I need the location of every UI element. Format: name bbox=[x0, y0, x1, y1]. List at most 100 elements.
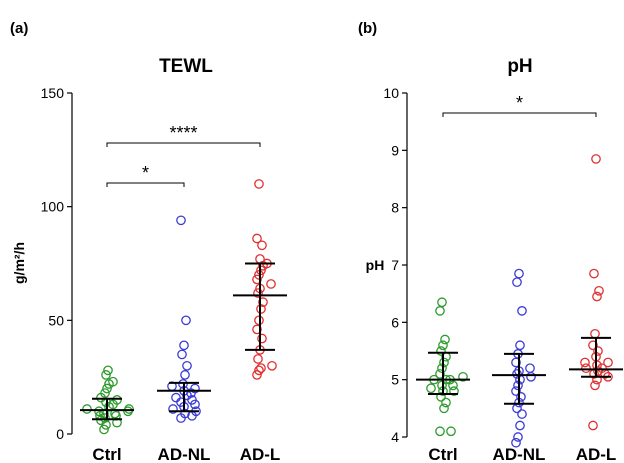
data-point bbox=[252, 324, 262, 335]
data-point bbox=[512, 277, 522, 288]
data-point bbox=[171, 392, 181, 403]
data-point bbox=[511, 386, 521, 396]
data-point bbox=[124, 404, 134, 414]
data-point bbox=[441, 397, 451, 408]
data-point bbox=[515, 340, 525, 351]
panel-b-tick-labels: 4 5 6 7 8 9 10 bbox=[383, 85, 399, 445]
data-point bbox=[257, 240, 267, 251]
data-point bbox=[593, 346, 603, 356]
data-point bbox=[581, 363, 591, 374]
panel-a-tick-labels: 0 50 100 150 bbox=[41, 85, 65, 442]
category-label: AD-NL bbox=[493, 445, 546, 463]
y-tick-label: 100 bbox=[41, 199, 65, 215]
data-point bbox=[254, 365, 264, 376]
data-point bbox=[82, 404, 92, 414]
data-point bbox=[588, 420, 598, 431]
data-point bbox=[182, 360, 192, 371]
data-point bbox=[511, 437, 521, 448]
data-point bbox=[267, 360, 277, 371]
y-tick-label: 4 bbox=[391, 429, 399, 445]
data-point bbox=[515, 420, 525, 431]
y-tick-label: 7 bbox=[391, 257, 399, 273]
panel-a-category-labels: Ctrl AD-NL AD-L bbox=[92, 445, 280, 463]
data-point bbox=[426, 383, 436, 394]
panel-a-y-axis-label: g/m²/h bbox=[11, 242, 27, 284]
data-point bbox=[446, 426, 456, 437]
data-point bbox=[440, 334, 450, 345]
category-label: Ctrl bbox=[92, 445, 121, 463]
data-point bbox=[176, 215, 186, 226]
data-point bbox=[513, 432, 523, 442]
data-point bbox=[437, 297, 447, 308]
category-label: AD-NL bbox=[158, 445, 211, 463]
data-point bbox=[436, 346, 446, 356]
data-point bbox=[588, 340, 598, 351]
significance-label: **** bbox=[169, 123, 197, 143]
data-point bbox=[255, 254, 265, 264]
panel-b-label: (b) bbox=[358, 20, 377, 37]
y-tick-label: 50 bbox=[48, 312, 64, 328]
data-point bbox=[180, 370, 190, 380]
data-point bbox=[177, 349, 187, 360]
data-point bbox=[603, 357, 613, 368]
data-point bbox=[516, 392, 526, 402]
y-tick-label: 150 bbox=[41, 85, 65, 101]
data-point bbox=[580, 357, 590, 368]
data-point bbox=[514, 268, 524, 279]
data-point bbox=[590, 328, 600, 339]
data-point bbox=[190, 383, 200, 394]
data-point bbox=[449, 386, 459, 396]
data-point bbox=[100, 388, 110, 398]
y-tick-label: 9 bbox=[391, 142, 399, 158]
category-label: AD-L bbox=[240, 445, 281, 463]
panel-a-median-iqr-bars bbox=[80, 262, 287, 421]
data-point bbox=[435, 426, 445, 437]
panel-b-ph: (b) pH pH 4 5 6 7 8 9 10 * Ctrl AD-NL AD-L bbox=[358, 20, 623, 463]
data-point bbox=[435, 369, 445, 379]
data-point bbox=[112, 395, 122, 405]
panel-b-significance-brackets: * bbox=[442, 93, 597, 117]
data-point bbox=[100, 413, 110, 423]
data-point bbox=[435, 306, 445, 316]
data-point bbox=[590, 380, 600, 391]
data-point bbox=[252, 233, 262, 244]
data-point bbox=[592, 291, 602, 302]
y-tick-label: 8 bbox=[391, 200, 399, 216]
category-label: AD-L bbox=[576, 445, 617, 463]
data-point bbox=[101, 370, 111, 380]
significance-label: * bbox=[516, 93, 523, 113]
panel-b-median-iqr-bars bbox=[416, 336, 623, 405]
data-point bbox=[181, 315, 191, 326]
data-point bbox=[597, 363, 607, 374]
y-tick-label: 0 bbox=[56, 426, 64, 442]
data-point bbox=[253, 354, 263, 364]
category-label: Ctrl bbox=[428, 445, 457, 463]
data-point bbox=[256, 363, 266, 373]
data-point bbox=[439, 403, 449, 414]
data-point bbox=[517, 306, 527, 316]
data-point bbox=[102, 383, 112, 394]
data-point bbox=[525, 363, 535, 374]
data-point bbox=[458, 371, 468, 382]
data-point bbox=[591, 154, 601, 164]
significance-bracket bbox=[106, 142, 261, 147]
data-point bbox=[512, 403, 522, 414]
significance-bracket bbox=[442, 112, 597, 117]
data-point bbox=[253, 288, 263, 298]
data-point bbox=[436, 392, 446, 402]
data-point bbox=[179, 340, 189, 351]
panel-b-axes bbox=[402, 92, 408, 438]
data-point bbox=[108, 376, 118, 387]
significance-bracket bbox=[106, 182, 185, 187]
data-point bbox=[103, 365, 113, 376]
data-point bbox=[526, 371, 536, 382]
data-point bbox=[438, 340, 448, 351]
panel-b-y-axis-label: pH bbox=[366, 257, 385, 273]
data-point bbox=[94, 406, 104, 417]
data-point bbox=[258, 297, 268, 307]
data-point bbox=[266, 279, 276, 289]
data-point bbox=[517, 409, 527, 419]
data-point bbox=[257, 333, 267, 344]
significance-label: * bbox=[142, 163, 149, 183]
